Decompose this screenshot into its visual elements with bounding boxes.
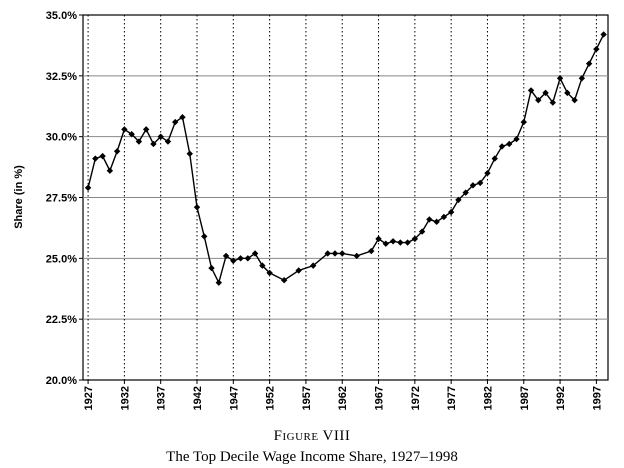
data-point-marker (520, 118, 527, 126)
data-point-marker (476, 179, 484, 187)
data-point-marker (564, 89, 571, 97)
data-point-marker (542, 89, 549, 97)
axis-ticks: 20.0% 22.5% 25.0% 27.5% 30.0% 32.5% 35.0% 1927 1… (46, 10, 604, 410)
x-tick-label: 1987 (519, 386, 531, 410)
data-point-marker (164, 138, 172, 145)
data-point-marker (462, 189, 469, 196)
data-point-marker (106, 167, 114, 174)
data-point-marker (513, 135, 520, 143)
data-point-marker (309, 262, 317, 269)
data-point-marker (447, 208, 455, 216)
x-tick-label: 1947 (228, 386, 240, 410)
data-point-marker (266, 269, 273, 277)
data-point-marker (280, 277, 288, 284)
data-point-marker (389, 238, 397, 245)
data-point-marker (585, 60, 593, 67)
data-point-marker (593, 45, 600, 53)
x-tick-label: 1962 (337, 386, 349, 410)
data-point-marker (215, 279, 222, 286)
x-tick-label: 1977 (446, 386, 458, 410)
x-tick-label: 1937 (156, 386, 168, 410)
data-point-marker (113, 148, 121, 155)
data-point-marker (259, 262, 266, 269)
data-point-marker (600, 31, 607, 38)
data-point-marker (375, 235, 382, 243)
data-point-marker (121, 126, 128, 133)
data-point-marker (84, 184, 92, 191)
data-point-marker (324, 250, 331, 257)
data-point-marker (418, 228, 426, 235)
data-point-marker (244, 255, 252, 262)
data-point-marker (484, 169, 491, 177)
data-point-marker (230, 257, 237, 264)
data-point-marker (222, 252, 230, 260)
data-point-marker (128, 131, 135, 138)
grid (79, 14, 608, 384)
data-point-marker (506, 140, 513, 148)
data-point-marker (295, 267, 302, 274)
data-point-marker (339, 250, 346, 257)
data-point-marker (578, 75, 586, 82)
x-tick-label: 1952 (265, 386, 277, 410)
data-point-marker (404, 239, 411, 246)
data-point-marker (549, 99, 557, 106)
y-tick-label: 20.0% (46, 375, 77, 387)
x-tick-label: 1997 (591, 386, 603, 410)
series-line (87, 34, 605, 285)
data-point-marker (208, 264, 215, 272)
x-tick-label: 1957 (301, 386, 313, 410)
data-point-marker (237, 255, 244, 262)
data-point-marker (186, 150, 193, 157)
x-tick-label: 1932 (119, 386, 131, 410)
y-tick-label: 32.5% (46, 71, 77, 83)
data-point-marker (201, 233, 208, 240)
data-point-marker (527, 87, 535, 94)
x-tick-label: 1972 (410, 386, 422, 410)
data-point-marker (99, 152, 106, 160)
data-point-marker (571, 96, 578, 104)
data-point-marker (498, 143, 506, 150)
data-point-marker (433, 218, 440, 226)
y-tick-label: 30.0% (46, 132, 77, 144)
y-axis-label: Share (in %) (13, 165, 25, 229)
y-tick-label: 22.5% (46, 314, 77, 326)
data-point-marker (426, 216, 433, 223)
data-point-marker (157, 133, 164, 140)
y-tick-label: 35.0% (46, 10, 77, 22)
figure-title: The Top Decile Wage Income Share, 1927–1… (166, 449, 458, 465)
data-point-marker (469, 182, 477, 189)
data-point-marker (353, 252, 360, 260)
x-tick-label: 1927 (83, 386, 95, 410)
figure-label: Figure VIII (273, 428, 351, 444)
data-point-marker (193, 204, 201, 211)
data-point-marker (535, 96, 542, 104)
y-tick-label: 25.0% (46, 253, 77, 265)
data-point-marker (382, 240, 390, 247)
data-point-marker (491, 155, 498, 162)
data-point-marker (142, 126, 150, 133)
data-point-marker (397, 239, 404, 246)
x-tick-label: 1967 (374, 386, 386, 410)
data-point-marker (251, 250, 259, 257)
line-chart: 20.0% 22.5% 25.0% 27.5% 30.0% 32.5% 35.0% 1927 1… (13, 10, 609, 410)
data-point-marker (368, 247, 375, 255)
data-point-marker (440, 213, 448, 221)
data-point-marker (172, 118, 179, 126)
series-top-decile (84, 31, 607, 286)
data-point-marker (179, 114, 186, 121)
x-tick-label: 1992 (555, 386, 567, 410)
data-point-marker (331, 250, 339, 257)
y-tick-label: 27.5% (46, 193, 77, 205)
x-tick-label: 1942 (192, 386, 204, 410)
data-point-marker (411, 235, 419, 243)
x-tick-label: 1982 (482, 386, 494, 410)
data-point-marker (455, 196, 462, 204)
data-point-marker (92, 155, 99, 162)
data-point-marker (135, 138, 143, 145)
data-point-marker (150, 140, 157, 148)
data-point-marker (556, 75, 564, 82)
